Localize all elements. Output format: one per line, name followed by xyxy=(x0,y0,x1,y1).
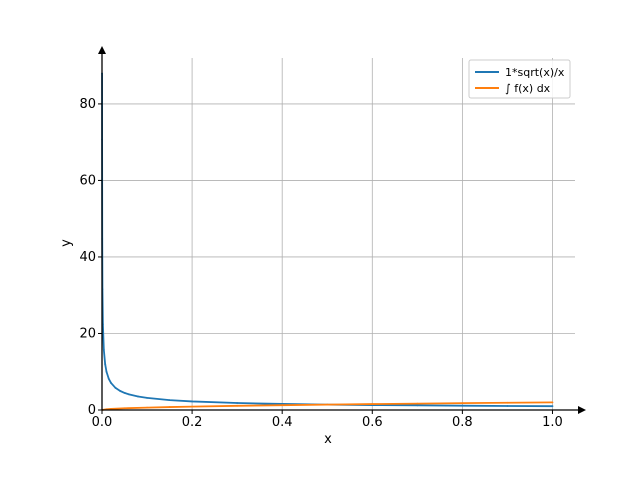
legend-label-series-1: 1*sqrt(x)/x xyxy=(505,66,565,79)
x-tick-label: 0.2 xyxy=(182,415,203,430)
series-1-point xyxy=(110,382,112,384)
series-1-point xyxy=(107,377,110,380)
series-1-point xyxy=(105,370,108,373)
series-2-point xyxy=(506,401,509,404)
axes xyxy=(98,46,586,414)
series-2-point xyxy=(551,401,554,404)
series-1-point xyxy=(123,392,126,394)
series-1-point xyxy=(104,363,107,365)
series-1-point xyxy=(416,404,419,407)
x-axis-label: x xyxy=(324,432,332,447)
x-tick-label: 1.0 xyxy=(542,415,563,430)
series-2-point xyxy=(371,403,374,405)
series-2-point xyxy=(191,405,194,408)
series-1-point xyxy=(119,389,121,392)
y-tick-label: 0 xyxy=(88,403,96,418)
series-1-point xyxy=(168,399,171,402)
y-tick-label: 80 xyxy=(79,97,96,112)
series-2-point xyxy=(326,403,329,406)
series-2-point xyxy=(461,402,464,405)
y-tick-label: 40 xyxy=(79,250,96,265)
plot-area xyxy=(101,72,554,411)
series-2-point xyxy=(146,406,148,409)
x-tick-label: 0.0 xyxy=(92,415,113,430)
y-axis-label: y xyxy=(59,239,74,247)
series-1-point xyxy=(137,395,139,398)
y-axis-arrow-icon xyxy=(98,46,106,54)
series-1-point xyxy=(551,405,554,408)
legend: 1*sqrt(x)/x ∫ f(x) dx xyxy=(468,59,571,99)
series-2-point xyxy=(416,402,419,405)
series-1-point xyxy=(114,387,117,389)
x-tick-label: 0.8 xyxy=(452,415,473,430)
series-1-point xyxy=(191,400,194,403)
series-2-point xyxy=(123,407,126,410)
y-tick-label: 20 xyxy=(79,326,96,341)
y-tick-label: 60 xyxy=(79,173,96,188)
series-2-point xyxy=(236,404,239,407)
series-1-point xyxy=(128,393,130,396)
x-tick-label: 0.4 xyxy=(272,415,293,430)
x-axis-arrow-icon xyxy=(578,406,586,414)
series-2-point xyxy=(281,404,284,407)
series-1-point xyxy=(461,404,464,407)
series-line-1 xyxy=(101,73,553,408)
series-1-point xyxy=(102,348,105,351)
series-2-point xyxy=(168,406,171,408)
grid xyxy=(102,58,575,410)
series-1-point xyxy=(236,402,239,404)
legend-label-series-2: ∫ f(x) dx xyxy=(505,82,551,95)
x-tick-label: 0.6 xyxy=(362,415,383,430)
series-1-point xyxy=(146,397,148,399)
ticks: 0.0 0.2 0.4 0.6 0.8 1.0 0 20 40 60 80 xyxy=(79,97,562,430)
series-1-point xyxy=(506,405,509,407)
